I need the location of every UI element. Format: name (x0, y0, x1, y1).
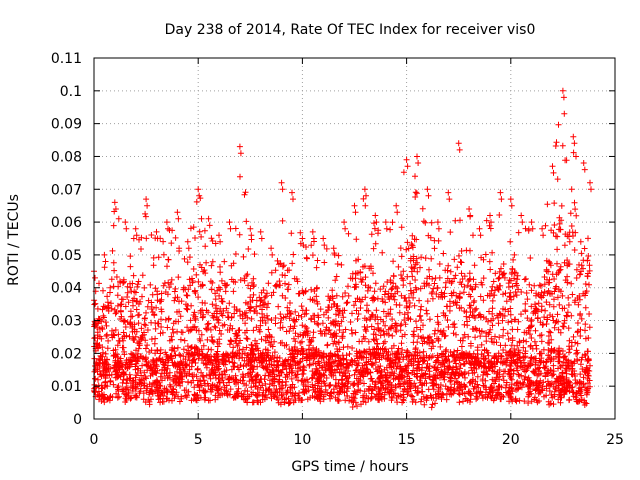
y-tick-label: 0.05 (51, 248, 82, 264)
x-tick-label: 5 (194, 432, 203, 448)
y-tick-label: 0.11 (51, 51, 82, 67)
y-tick-label: 0.04 (51, 281, 82, 297)
y-tick-label: 0.01 (51, 379, 82, 395)
x-tick-label: 25 (606, 432, 624, 448)
axis-ticks: 0 0.01 0.02 0.03 0.04 0.05 0.06 0.07 0.08 0.09 0.1… (51, 51, 624, 448)
y-tick-label: 0.08 (51, 149, 82, 165)
scatter-markers (91, 87, 594, 411)
y-axis-label: ROTI / TECUs (6, 194, 22, 286)
y-tick-label: 0.06 (51, 215, 82, 231)
y-tick-label: 0.1 (60, 84, 82, 100)
x-tick-label: 0 (90, 432, 99, 448)
data-points (91, 87, 594, 411)
x-tick-label: 10 (293, 432, 311, 448)
y-tick-label: 0 (73, 412, 82, 428)
x-tick-label: 15 (398, 432, 416, 448)
y-tick-label: 0.09 (51, 117, 82, 133)
x-tick-label: 20 (502, 432, 520, 448)
chart-title: Day 238 of 2014, Rate Of TEC Index for r… (165, 22, 536, 38)
x-axis-label: GPS time / hours (291, 459, 408, 475)
y-tick-label: 0.02 (51, 346, 82, 362)
y-tick-label: 0.03 (51, 314, 82, 330)
y-tick-label: 0.07 (51, 182, 82, 198)
plot-frame (93, 57, 616, 420)
